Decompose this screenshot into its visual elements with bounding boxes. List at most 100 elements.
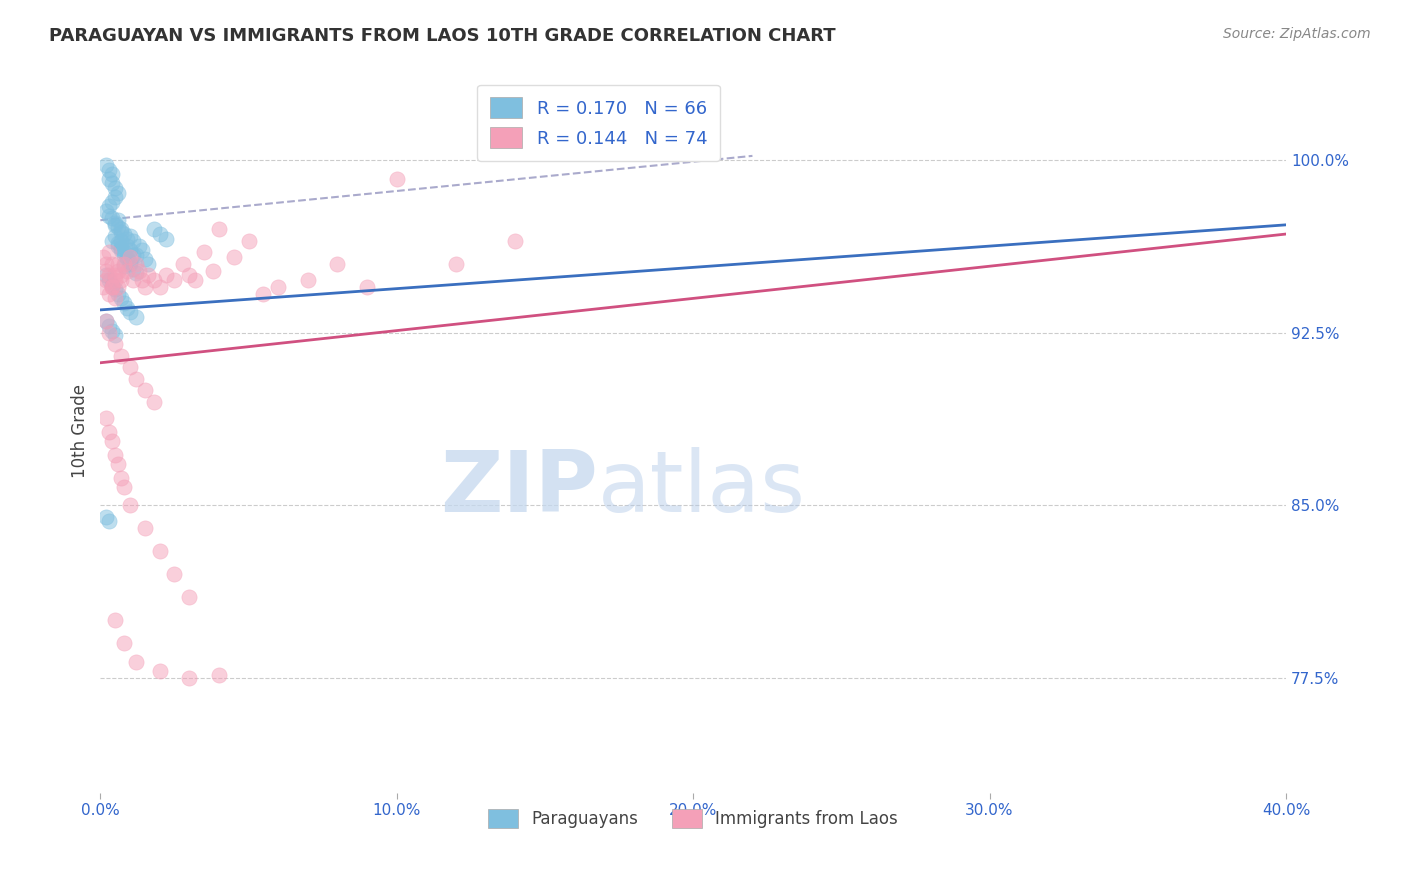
Point [107, 257, 129, 271]
Point [125, 257, 148, 271]
Point [149, 280, 172, 294]
Point [112, 227, 135, 241]
Point [118, 257, 141, 271]
Point [110, 268, 132, 283]
Point [134, 252, 156, 267]
Point [149, 227, 172, 241]
Point [104, 215, 127, 229]
Point [122, 248, 145, 262]
Point [98, 172, 121, 186]
Point [193, 245, 215, 260]
Point [115, 238, 138, 252]
Point [115, 232, 138, 246]
Point [110, 225, 132, 239]
Point [128, 264, 150, 278]
Point [107, 286, 129, 301]
Y-axis label: 10th Grade: 10th Grade [72, 384, 89, 477]
Point [142, 395, 165, 409]
Point [385, 172, 408, 186]
Point [107, 236, 129, 251]
Point [118, 305, 141, 319]
Point [184, 273, 207, 287]
Point [356, 280, 378, 294]
Point [101, 434, 124, 448]
Point [118, 254, 141, 268]
Point [222, 250, 245, 264]
Point [118, 243, 141, 257]
Point [208, 668, 231, 682]
Point [326, 257, 349, 271]
Point [96, 273, 118, 287]
Point [136, 257, 159, 271]
Point [125, 655, 148, 669]
Point [110, 471, 132, 485]
Point [110, 292, 132, 306]
Point [122, 273, 145, 287]
Point [98, 199, 121, 213]
Point [134, 280, 156, 294]
Point [98, 425, 121, 439]
Point [104, 181, 127, 195]
Point [163, 567, 186, 582]
Point [155, 268, 177, 283]
Point [96, 264, 118, 278]
Point [118, 498, 141, 512]
Point [179, 268, 201, 283]
Point [134, 384, 156, 398]
Point [104, 282, 127, 296]
Point [112, 296, 135, 310]
Point [107, 457, 129, 471]
Point [142, 222, 165, 236]
Point [128, 238, 150, 252]
Point [98, 286, 121, 301]
Point [505, 234, 527, 248]
Point [118, 360, 141, 375]
Point [112, 257, 135, 271]
Point [163, 273, 186, 287]
Point [110, 243, 132, 257]
Point [110, 234, 132, 248]
Point [104, 613, 127, 627]
Point [98, 515, 121, 529]
Point [96, 204, 118, 219]
Point [238, 234, 260, 248]
Point [112, 636, 135, 650]
Point [104, 292, 127, 306]
Point [96, 509, 118, 524]
Point [112, 259, 135, 273]
Point [98, 162, 121, 177]
Point [98, 209, 121, 223]
Point [444, 257, 467, 271]
Point [96, 314, 118, 328]
Point [104, 229, 127, 244]
Point [96, 314, 118, 328]
Point [112, 245, 135, 260]
Point [125, 248, 148, 262]
Point [149, 544, 172, 558]
Text: atlas: atlas [599, 447, 806, 530]
Text: Source: ZipAtlas.com: Source: ZipAtlas.com [1223, 27, 1371, 41]
Point [297, 273, 319, 287]
Point [96, 257, 118, 271]
Point [118, 229, 141, 244]
Point [115, 264, 138, 278]
Point [107, 264, 129, 278]
Point [96, 411, 118, 425]
Point [107, 186, 129, 200]
Point [98, 273, 121, 287]
Point [115, 301, 138, 315]
Point [101, 280, 124, 294]
Point [267, 280, 290, 294]
Point [101, 324, 124, 338]
Point [136, 268, 159, 283]
Point [98, 318, 121, 333]
Point [101, 277, 124, 292]
Point [91, 250, 114, 264]
Point [115, 252, 138, 267]
Point [101, 177, 124, 191]
Point [131, 273, 153, 287]
Point [179, 671, 201, 685]
Point [101, 257, 124, 271]
Point [107, 220, 129, 235]
Point [172, 257, 194, 271]
